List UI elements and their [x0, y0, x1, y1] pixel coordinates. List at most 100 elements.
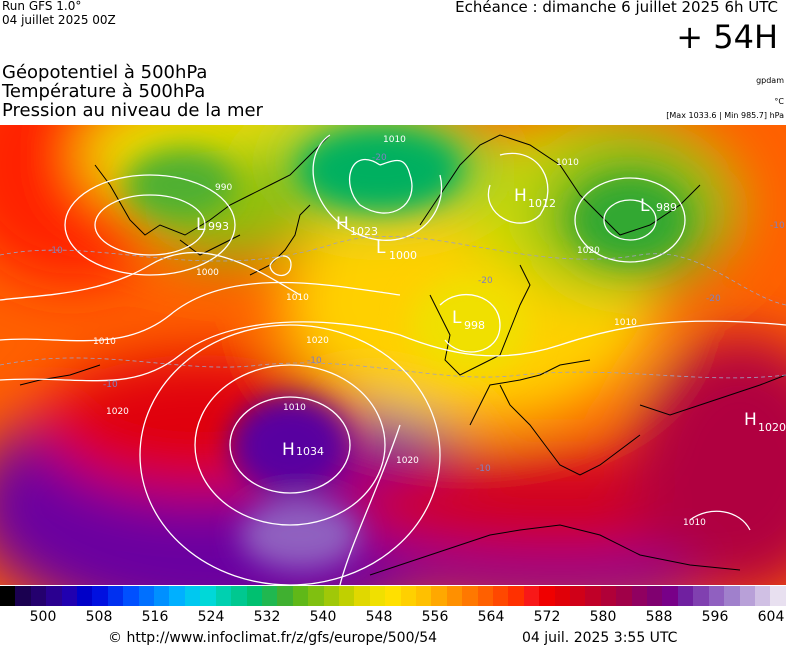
scale-label: 532 — [253, 609, 281, 625]
svg-text:L: L — [376, 238, 386, 258]
temp-label: -10 — [103, 380, 118, 390]
scale-swatch — [215, 586, 232, 606]
run-date: 04 juillet 2025 00Z — [2, 13, 116, 27]
scale-swatch — [138, 586, 155, 606]
scale-label: 548 — [365, 609, 393, 625]
scale-swatch — [323, 586, 339, 606]
scale-swatch — [508, 586, 524, 606]
lead-time: + 54H — [676, 18, 778, 56]
unit-gpdam: gpdam — [756, 76, 784, 85]
isobar-label: 1010 — [93, 337, 116, 347]
svg-text:1000: 1000 — [389, 249, 417, 262]
scale-swatch — [693, 586, 709, 606]
svg-text:L: L — [640, 196, 650, 216]
scale-label: 588 — [645, 609, 673, 625]
coastlines — [19, 134, 786, 576]
unit-celsius: °C — [774, 97, 784, 106]
pressure-min-max: [Max 1033.6 | Min 985.7] hPa — [666, 111, 784, 120]
scale-swatch — [677, 586, 694, 606]
scale-swatch — [46, 586, 62, 606]
run-label: Run GFS 1.0° — [2, 0, 82, 13]
generation-timestamp: 04 juil. 2025 3:55 UTC — [522, 630, 678, 646]
scale-swatch — [493, 586, 509, 606]
scale-swatch — [400, 586, 416, 606]
isobar-label: 1010 — [383, 135, 406, 145]
svg-text:H: H — [336, 214, 349, 234]
isobar-label: 1010 — [614, 318, 637, 328]
parameter-list: Géopotentiel à 500hPa Température à 500h… — [2, 63, 263, 120]
scale-swatch — [107, 586, 124, 606]
isobar-label: 1020 — [306, 336, 329, 346]
scale-swatch — [369, 586, 386, 606]
isobar-label: 1010 — [556, 158, 579, 168]
scale-swatch — [0, 586, 16, 606]
svg-text:L: L — [452, 308, 462, 328]
scale-label: 572 — [533, 609, 561, 625]
isobar-label: 1020 — [106, 407, 129, 417]
pressure-center: L 993 — [196, 215, 229, 235]
temp-label: -20 — [706, 294, 721, 304]
svg-text:H: H — [282, 440, 295, 460]
scale-swatch — [123, 586, 139, 606]
svg-text:H: H — [514, 186, 527, 206]
scale-swatch — [570, 586, 586, 606]
pressure-center: H 1023 — [336, 214, 378, 238]
scale-swatch — [77, 586, 93, 606]
scale-swatch — [338, 586, 355, 606]
forecast-valid-time: Échéance : dimanche 6 juillet 2025 6h UT… — [455, 0, 778, 16]
scale-swatch — [354, 586, 370, 606]
scale-swatch — [446, 586, 463, 606]
scale-swatch — [308, 586, 324, 606]
svg-text:1023: 1023 — [350, 225, 378, 238]
scale-swatch — [154, 586, 170, 606]
pressure-center: H 1020 — [744, 410, 786, 434]
scale-swatch — [169, 586, 185, 606]
pressure-center: L 998 — [452, 308, 485, 332]
isobar-labels: 1010 1020 1030 1000 990 1010 1020 1010 1… — [93, 135, 706, 528]
scale-label: 556 — [421, 609, 449, 625]
scale-label: 580 — [589, 609, 617, 625]
scale-label: 500 — [29, 609, 57, 625]
scale-swatch — [739, 586, 755, 606]
scale-swatch — [477, 586, 493, 606]
scale-swatch — [554, 586, 571, 606]
source-url: © http://www.infoclimat.fr/z/gfs/europe/… — [108, 630, 438, 646]
weather-map: 1010 1020 1030 1000 990 1010 1020 1010 1… — [0, 125, 786, 585]
scale-label: 564 — [477, 609, 505, 625]
scale-swatch — [754, 586, 771, 606]
scale-swatch — [61, 586, 78, 606]
scale-swatch — [15, 586, 31, 606]
param-temperature: Température à 500hPa — [2, 81, 206, 102]
color-scale — [0, 586, 786, 606]
scale-labels: 500 508 516 524 532 540 548 556 564 572 580 588 596 6… — [0, 609, 786, 627]
scale-swatch — [92, 586, 108, 606]
scale-swatch — [415, 586, 432, 606]
scale-swatch — [292, 586, 309, 606]
svg-text:H: H — [744, 410, 757, 430]
scale-label: 524 — [197, 609, 225, 625]
svg-text:1034: 1034 — [296, 445, 324, 458]
pressure-center: H 1012 — [514, 186, 556, 210]
scale-swatch — [431, 586, 447, 606]
temperature-contours — [0, 236, 786, 379]
temp-label: -10 — [307, 356, 322, 366]
isobar-label: 1010 — [286, 293, 309, 303]
svg-text:993: 993 — [208, 220, 229, 233]
svg-text:1012: 1012 — [528, 197, 556, 210]
scale-swatch — [647, 586, 663, 606]
scale-swatch — [462, 586, 478, 606]
svg-text:998: 998 — [464, 319, 485, 332]
temp-label: -10 — [48, 246, 63, 256]
scale-swatch — [231, 586, 247, 606]
param-geopotential: Géopotentiel à 500hPa — [2, 62, 208, 83]
scale-swatch — [616, 586, 632, 606]
param-pressure: Pression au niveau de la mer — [2, 100, 263, 121]
scale-label: 508 — [85, 609, 113, 625]
isobar-label: 1020 — [396, 456, 419, 466]
svg-text:1020: 1020 — [758, 421, 786, 434]
scale-swatch — [277, 586, 293, 606]
scale-label: 596 — [701, 609, 729, 625]
scale-label: 604 — [757, 609, 785, 625]
scale-swatch — [200, 586, 216, 606]
scale-label: 516 — [141, 609, 169, 625]
